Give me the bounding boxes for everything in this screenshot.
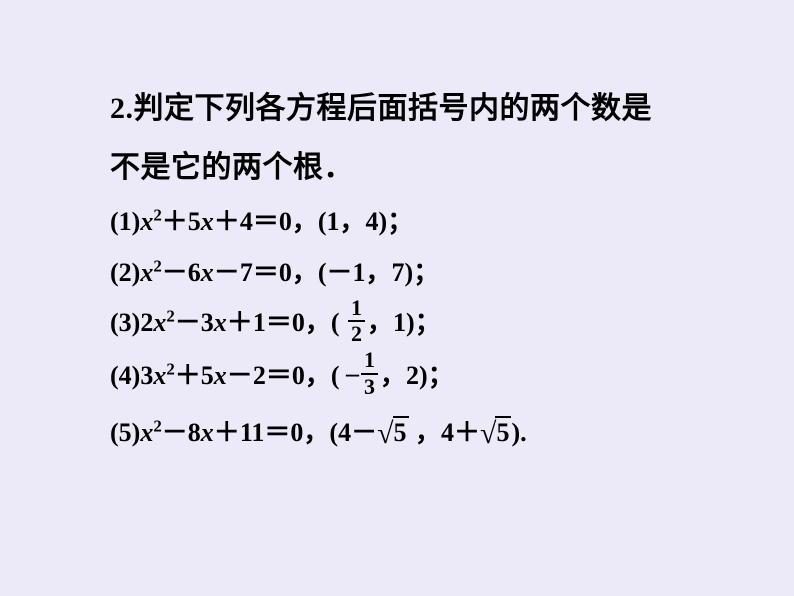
problem-5: (5)x2－8x＋11＝0，(4－√5 ，4＋√5). <box>110 403 714 461</box>
sep: ， <box>366 258 392 287</box>
vals-suffix: 4) <box>366 207 388 236</box>
vals-suffix: 2) <box>406 361 428 390</box>
label: (4) <box>110 361 140 390</box>
fraction-1-2: 12 <box>348 296 365 346</box>
sep: ， <box>380 361 406 390</box>
end: . <box>520 418 527 447</box>
intro-line-1: 2.判定下列各方程后面括号内的两个数是 <box>110 80 714 139</box>
end: ； <box>428 361 454 390</box>
slide-page: 2.判定下列各方程后面括号内的两个数是 不是它的两个根． (1)x2＋5x＋4＝… <box>0 0 794 596</box>
problem-3: (3)2x2－3x＋1＝0，( 12，1)； <box>110 298 714 350</box>
sep: ， <box>367 308 393 337</box>
vals-suffix: 1) <box>393 308 415 337</box>
fraction-1-3: 13 <box>361 348 378 398</box>
neg-sign: – <box>346 359 359 388</box>
end: ； <box>415 308 441 337</box>
label: (5) <box>110 418 140 447</box>
problem-2: (2)x2－6x－7＝0，(－1，7)； <box>110 248 714 299</box>
end: ； <box>413 258 439 287</box>
label: (2) <box>110 258 140 287</box>
vals-prefix: (－1 <box>318 258 366 287</box>
end: ； <box>387 207 413 236</box>
label: (1) <box>110 207 140 236</box>
problem-4: (4)3x2＋5x－2＝0，( –13，2)； <box>110 351 714 403</box>
problem-1: (1)x2＋5x＋4＝0，(1，4)； <box>110 197 714 248</box>
sep: ， <box>415 418 441 447</box>
intro-line-2: 不是它的两个根． <box>110 139 714 198</box>
sep: ， <box>340 207 366 236</box>
sqrt-5-a: √5 <box>377 403 408 461</box>
vals-suffix: 7) <box>392 258 414 287</box>
label: (3) <box>110 308 140 337</box>
sqrt-5-b: √5 <box>480 403 511 461</box>
vals-prefix: (1 <box>318 207 340 236</box>
vals-suffix: ) <box>511 418 520 447</box>
